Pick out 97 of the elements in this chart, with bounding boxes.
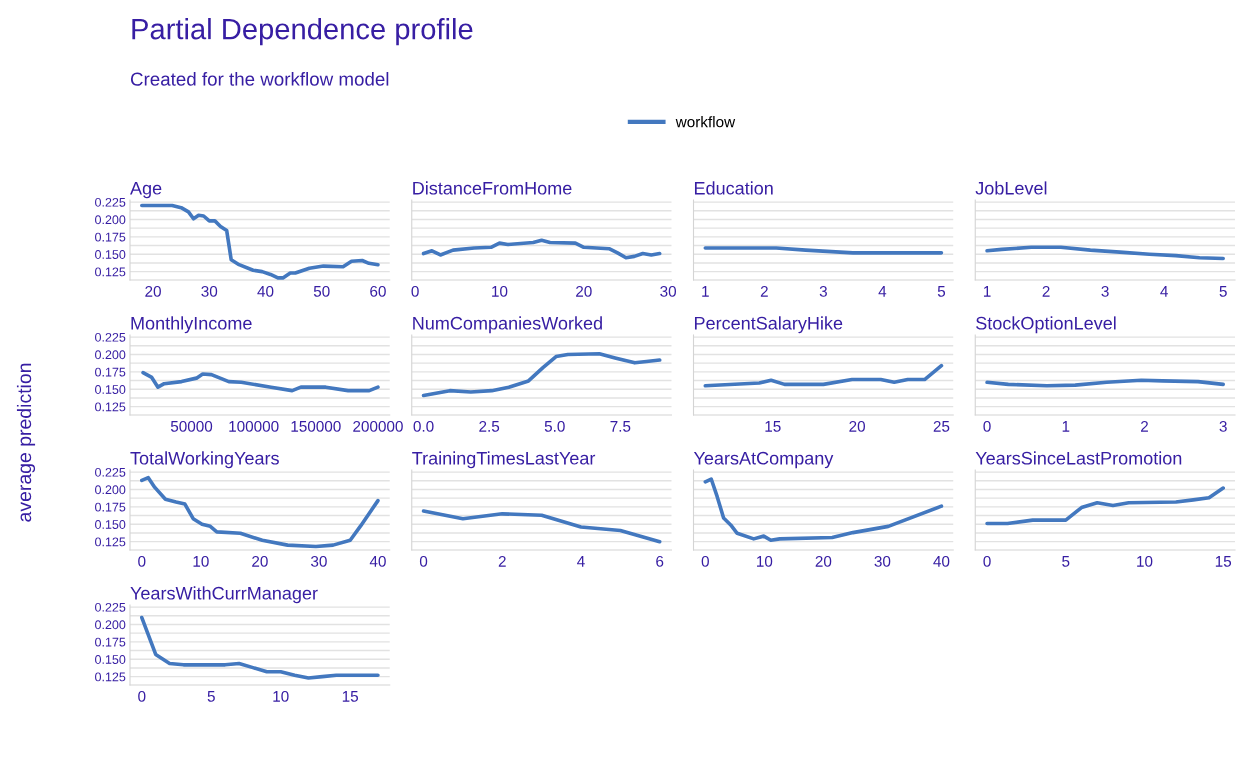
y-tick-label: 0.150 — [95, 520, 126, 529]
x-tick-label: 5 — [937, 286, 946, 297]
x-tick-label: 0 — [983, 420, 991, 432]
x-tick-label: 10 — [1137, 555, 1153, 567]
x-tick-label: 6 — [656, 555, 664, 567]
x-tick-label: 10 — [273, 690, 289, 702]
x-tick-label: 0 — [138, 690, 146, 702]
x-tick-label: 40 — [257, 285, 274, 297]
x-tick-label: 15 — [765, 421, 781, 432]
x-tick-label: 3 — [819, 285, 827, 297]
chart-title: TotalWorkingYears — [130, 451, 279, 469]
x-tick-label: 2 — [498, 555, 506, 567]
line-series — [141, 370, 380, 393]
line-series — [140, 203, 380, 280]
legend-label: workflow — [675, 116, 736, 128]
chart-title: YearsSinceLastPromotion — [975, 451, 1182, 465]
x-tick-label: 20 — [576, 285, 592, 297]
chart-title: JobLevel — [975, 181, 1047, 195]
chart-title: NumCompaniesWorked — [413, 316, 602, 334]
x-tick-label: 0 — [411, 285, 419, 297]
x-tick-label: 0 — [983, 555, 991, 567]
x-tick-label: 40 — [933, 555, 950, 567]
x-tick-label: 50 — [313, 285, 330, 297]
chart-title: PercentSalaryHike — [694, 316, 843, 334]
line-series — [140, 615, 380, 680]
x-tick-label: 15 — [342, 691, 359, 702]
y-tick-label: 0.150 — [95, 385, 126, 394]
x-tick-label: 10 — [193, 555, 209, 567]
x-tick-label: 5.0 — [544, 420, 565, 432]
y-tick-label: 0.175 — [95, 232, 126, 242]
text: average prediction — [16, 363, 36, 522]
text: Partial Dependence profile — [132, 18, 473, 46]
y-tick-label: 0.200 — [95, 215, 126, 225]
chart-title: Education — [694, 181, 773, 195]
x-tick-label: 4 — [878, 286, 887, 297]
chart-title: DistanceFromHome — [413, 181, 572, 195]
chart-title: YearsWithCurrManager — [130, 586, 318, 604]
y-tick-label: 0.200 — [95, 620, 126, 630]
x-tick-label: 30 — [874, 555, 891, 567]
y-tick-label: 0.175 — [95, 367, 126, 377]
x-tick-label: 2 — [1042, 285, 1050, 297]
x-tick-label: 3 — [1219, 420, 1227, 432]
y-tick-label: 0.225 — [95, 332, 126, 342]
x-tick-label: 4 — [577, 556, 585, 567]
x-tick-label: 0 — [701, 555, 709, 567]
chart-title: TrainingTimesLastYear — [412, 451, 596, 469]
x-tick-label: 0 — [419, 555, 428, 567]
x-tick-label: 150000 — [291, 420, 341, 432]
x-tick-label: 7.5 — [610, 421, 631, 432]
y-tick-label: 0.225 — [95, 197, 126, 207]
chart-title: StockOptionLevel — [976, 316, 1116, 334]
y-tick-label: 0.150 — [95, 655, 126, 664]
x-tick-label: 20 — [849, 420, 866, 432]
x-tick-label: 5 — [1062, 556, 1070, 567]
x-tick-label: 2.5 — [479, 420, 500, 432]
x-tick-label: 3 — [1101, 285, 1109, 297]
x-tick-label: 10 — [492, 285, 508, 297]
x-tick-label: 5 — [207, 691, 215, 702]
chart-title: YearsAtCompany — [693, 451, 834, 469]
x-tick-label: 30 — [201, 285, 218, 297]
y-tick-label: 0.200 — [95, 350, 126, 360]
x-tick-label: 20 — [252, 555, 268, 567]
y-tick-label: 0.225 — [95, 602, 126, 612]
x-tick-label: 50000 — [170, 420, 213, 432]
x-tick-label: 10 — [757, 555, 773, 567]
x-tick-label: 4 — [1160, 286, 1168, 297]
x-tick-label: 5 — [1219, 286, 1227, 297]
x-tick-label: 40 — [369, 555, 386, 567]
x-tick-label: 0 — [138, 555, 146, 567]
y-tick-label: 0.225 — [95, 467, 126, 477]
x-tick-label: 30 — [660, 285, 677, 297]
x-tick-label: 2 — [1141, 420, 1148, 432]
x-tick-label: 20 — [145, 285, 161, 297]
x-tick-label: 25 — [933, 420, 950, 432]
text: Created for the workflow model — [130, 72, 389, 86]
y-tick-label: 0.175 — [95, 502, 126, 512]
x-tick-label: 15 — [1215, 556, 1232, 567]
x-tick-label: 1 — [983, 286, 991, 297]
x-tick-label: 200000 — [353, 420, 403, 432]
x-tick-label: 2 — [760, 285, 768, 297]
x-tick-label: 60 — [370, 285, 386, 297]
y-tick-label: 0.150 — [95, 250, 126, 259]
y-tick-label: 0.125 — [95, 267, 126, 277]
x-tick-label: 0.0 — [413, 420, 434, 432]
line-series — [140, 475, 380, 549]
chart-title: Age — [130, 182, 162, 199]
y-tick-label: 0.175 — [95, 637, 126, 647]
chart-title: MonthlyIncome — [131, 316, 252, 334]
x-tick-label: 30 — [311, 555, 327, 567]
y-tick-label: 0.125 — [95, 537, 126, 547]
y-tick-label: 0.200 — [95, 485, 126, 495]
x-tick-label: 20 — [815, 555, 832, 567]
y-tick-label: 0.125 — [95, 672, 126, 682]
x-tick-label: 100000 — [229, 420, 279, 432]
x-tick-label: 1 — [1062, 421, 1070, 432]
x-tick-label: 1 — [702, 286, 709, 297]
y-tick-label: 0.125 — [95, 402, 126, 412]
